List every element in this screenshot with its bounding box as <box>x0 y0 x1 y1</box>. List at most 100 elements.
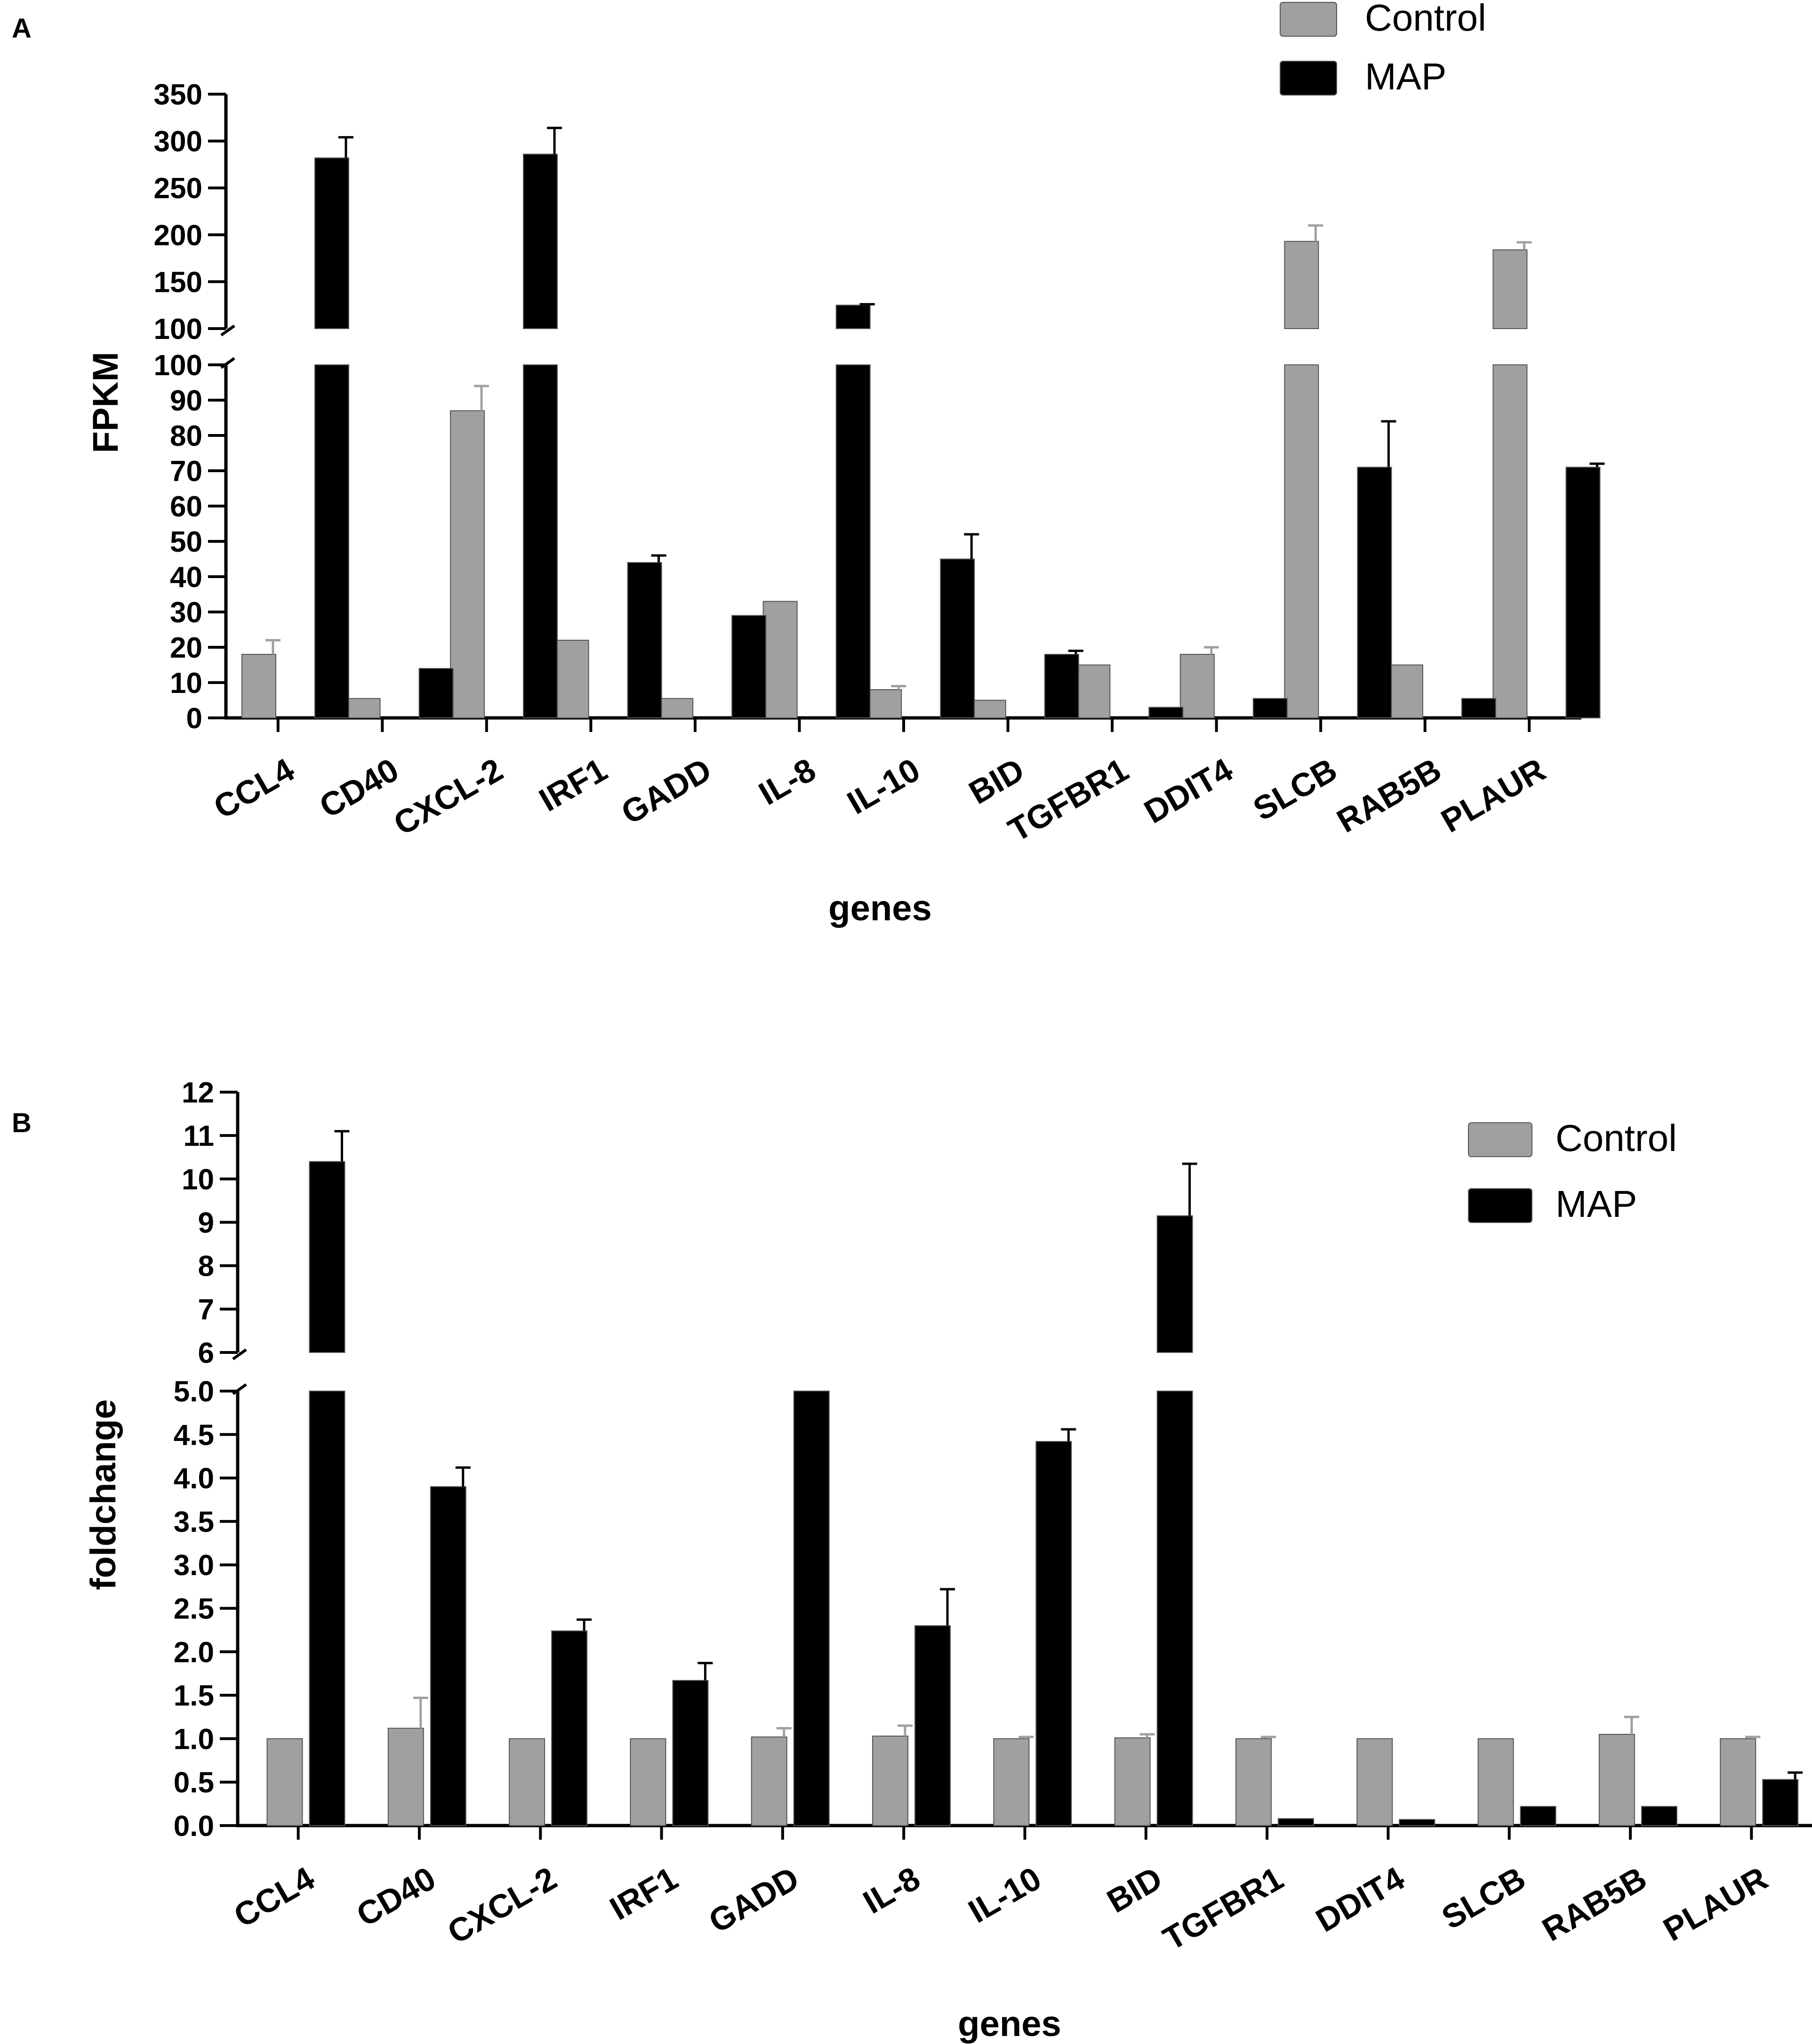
x-tick-label: TGFBR1 <box>1002 751 1134 849</box>
bar-map-irf1 <box>672 1680 709 1827</box>
x-tick-label: CXCL-2 <box>441 1859 563 1951</box>
y-tick-label-lower: 0.0 <box>174 1810 214 1843</box>
x-tick-label: BID <box>1101 1859 1168 1920</box>
x-tick-label: IRF1 <box>533 751 613 818</box>
y-tick-label-lower: 100 <box>154 349 202 382</box>
bar-control-bid <box>971 700 1006 718</box>
x-tick-label: PLAUR <box>1657 1859 1774 1948</box>
y-tick-label-lower: 3.5 <box>174 1506 214 1538</box>
bar-control-cd40 <box>387 1728 424 1827</box>
legend-label-map: MAP <box>1365 56 1446 97</box>
x-tick-label: PLAUR <box>1435 751 1552 839</box>
x-tick-label: SLCB <box>1247 751 1343 828</box>
panel-a: A010203040506070809010010015020025030035… <box>12 0 1605 928</box>
axis-break-mark <box>232 1383 247 1395</box>
bar-map-cd40 <box>430 1486 466 1827</box>
y-tick-label-upper: 7 <box>198 1294 214 1326</box>
x-axis-title: genes <box>958 2004 1061 2044</box>
y-tick-label-lower: 40 <box>170 561 202 594</box>
y-tick-label-lower: 10 <box>170 667 202 700</box>
bar-control-rab5b <box>1388 664 1423 718</box>
x-tick-label: RAB5B <box>1331 751 1447 839</box>
y-tick-label-upper: 8 <box>198 1250 214 1283</box>
y-tick-label-lower: 30 <box>170 596 202 629</box>
axis-break-mark <box>220 324 235 337</box>
y-tick-label-lower: 70 <box>170 455 202 488</box>
y-tick-label-upper: 11 <box>183 1120 214 1152</box>
bar-control-il-8 <box>872 1735 909 1827</box>
bar-control-cxcl-2 <box>509 1738 545 1826</box>
x-tick-label: IL-10 <box>962 1859 1047 1930</box>
bar-map-ccl4-upper <box>309 1161 345 1353</box>
bar-control-gadd <box>751 1736 787 1827</box>
legend-swatch-control <box>1468 1122 1532 1157</box>
y-tick-label-upper: 200 <box>154 219 202 252</box>
legend-swatch-map <box>1468 1188 1532 1223</box>
bar-control-plaur <box>1720 1738 1756 1826</box>
x-tick-label: CCL4 <box>208 751 300 826</box>
bar-map-irf1 <box>627 562 662 718</box>
x-tick-label: GADD <box>615 751 717 831</box>
x-tick-label: IRF1 <box>604 1859 684 1927</box>
x-tick-label: RAB5B <box>1536 1859 1653 1948</box>
bar-map-cxcl-2-upper <box>523 153 558 329</box>
y-tick-label-lower: 0.5 <box>174 1767 214 1799</box>
bar-map-rab5b <box>1641 1806 1677 1826</box>
bar-control-irf1 <box>554 640 589 718</box>
bar-map-ddit4 <box>1252 698 1288 718</box>
bar-map-plaur <box>1762 1779 1799 1827</box>
bar-map-il-10 <box>940 558 975 718</box>
bar-map-gadd <box>793 1391 830 1826</box>
bar-map-il-8-upper <box>835 305 871 330</box>
bar-map-ccl4-lower <box>309 1391 345 1826</box>
bar-control-tgfbr1 <box>1075 664 1111 718</box>
legend-label-control: Control <box>1365 0 1486 39</box>
legend-label-control: Control <box>1555 1117 1677 1159</box>
y-tick-label-lower: 20 <box>170 632 202 664</box>
bar-map-slcb <box>1357 467 1392 718</box>
y-tick-label-lower: 1.5 <box>174 1680 214 1712</box>
y-tick-label-lower: 2.0 <box>174 1636 214 1669</box>
y-tick-label-upper: 10 <box>182 1163 214 1196</box>
y-tick-label-upper: 12 <box>182 1077 214 1109</box>
panel-label: A <box>12 13 32 44</box>
bar-control-plaur-lower <box>1492 364 1528 718</box>
y-tick-label-upper: 350 <box>154 79 202 111</box>
y-tick-label-upper: 300 <box>154 126 202 158</box>
x-tick-label: IL-8 <box>857 1859 926 1921</box>
axis-break-mark <box>220 357 235 369</box>
bar-control-ddit4 <box>1356 1738 1393 1826</box>
bar-control-plaur-upper <box>1492 249 1528 329</box>
x-tick-label: CD40 <box>350 1859 441 1933</box>
x-tick-label: CCL4 <box>228 1859 321 1934</box>
bar-control-il-8 <box>762 601 798 718</box>
y-tick-label-lower: 4.0 <box>174 1463 214 1495</box>
bar-control-ccl4 <box>241 654 276 718</box>
axis-break-mark <box>232 1348 247 1360</box>
x-tick-label: IL-10 <box>841 751 926 821</box>
bar-control-bid <box>1114 1737 1151 1826</box>
y-tick-label-upper: 9 <box>198 1207 214 1239</box>
x-tick-label: BID <box>963 751 1030 811</box>
panel-label: B <box>12 1108 32 1138</box>
y-tick-label-upper: 250 <box>154 172 202 205</box>
bar-map-ccl4-upper <box>314 157 349 329</box>
bar-control-cd40 <box>345 698 381 718</box>
bar-map-slcb <box>1520 1806 1556 1826</box>
y-axis-title: FPKM <box>86 352 126 453</box>
bar-control-gadd <box>658 698 694 718</box>
y-axis-title: foldchange <box>83 1399 123 1590</box>
bar-control-slcb-upper <box>1284 241 1319 330</box>
bar-control-irf1 <box>630 1738 666 1826</box>
bar-map-tgfbr1 <box>1277 1818 1314 1826</box>
y-tick-label-lower: 80 <box>170 420 202 452</box>
bar-map-bid-lower <box>1156 1391 1193 1826</box>
bar-control-il-10 <box>993 1738 1030 1826</box>
bar-map-rab5b <box>1461 698 1496 718</box>
bar-map-il-8 <box>914 1625 951 1826</box>
y-tick-label-lower: 50 <box>170 526 202 558</box>
bar-control-il-10 <box>867 689 902 718</box>
x-tick-label: IL-8 <box>753 751 822 812</box>
y-tick-label-lower: 2.5 <box>174 1593 214 1626</box>
bar-map-il-10 <box>1035 1441 1072 1827</box>
